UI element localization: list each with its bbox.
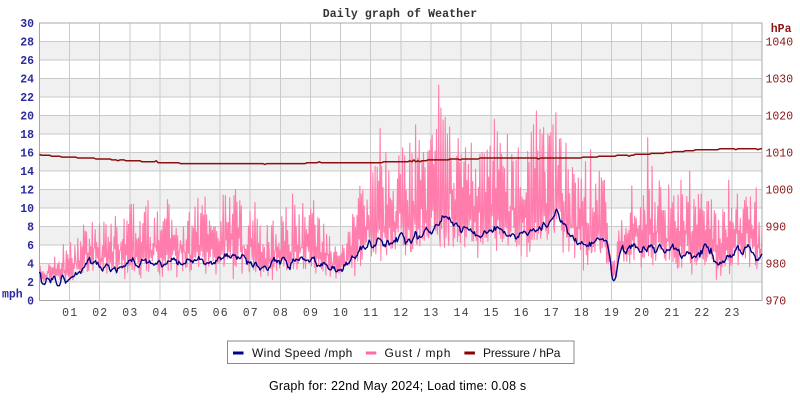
svg-text:18: 18 <box>574 307 590 320</box>
svg-text:30: 30 <box>20 18 34 31</box>
svg-text:22: 22 <box>20 92 34 105</box>
svg-text:06: 06 <box>213 307 229 320</box>
svg-text:12: 12 <box>393 307 409 320</box>
svg-text:23: 23 <box>724 307 740 320</box>
svg-text:01: 01 <box>62 307 78 320</box>
svg-text:28: 28 <box>20 37 34 50</box>
svg-text:07: 07 <box>243 307 259 320</box>
svg-text:02: 02 <box>92 307 108 320</box>
svg-text:24: 24 <box>20 74 34 87</box>
svg-text:16: 16 <box>20 148 34 161</box>
svg-text:1030: 1030 <box>766 74 794 87</box>
svg-text:1000: 1000 <box>766 185 794 198</box>
svg-text:970: 970 <box>766 296 787 309</box>
svg-text:05: 05 <box>182 307 198 320</box>
svg-text:4: 4 <box>27 259 34 272</box>
svg-text:03: 03 <box>122 307 138 320</box>
svg-text:20: 20 <box>634 307 650 320</box>
svg-text:Graph for: 22nd May 2024; Load: Graph for: 22nd May 2024; Load time: 0.0… <box>269 379 526 393</box>
svg-text:12: 12 <box>20 185 34 198</box>
svg-text:22: 22 <box>694 307 710 320</box>
svg-text:Pressure / hPa: Pressure / hPa <box>483 346 561 360</box>
svg-text:19: 19 <box>604 307 620 320</box>
svg-text:16: 16 <box>514 307 530 320</box>
svg-text:2: 2 <box>27 277 34 290</box>
svg-text:8: 8 <box>27 222 34 235</box>
svg-text:990: 990 <box>766 222 787 235</box>
svg-text:10: 10 <box>20 203 34 216</box>
svg-text:Wind Speed /mph: Wind Speed /mph <box>252 346 353 360</box>
svg-text:Daily graph of Weather: Daily graph of Weather <box>323 8 477 21</box>
svg-text:18: 18 <box>20 129 34 142</box>
svg-text:14: 14 <box>453 307 469 320</box>
svg-text:mph: mph <box>2 289 23 302</box>
svg-text:1040: 1040 <box>766 37 794 50</box>
svg-text:6: 6 <box>27 240 34 253</box>
svg-text:1020: 1020 <box>766 111 794 124</box>
svg-text:Gust / mph: Gust / mph <box>385 346 452 360</box>
svg-text:15: 15 <box>484 307 500 320</box>
svg-text:09: 09 <box>303 307 319 320</box>
svg-text:14: 14 <box>20 166 34 179</box>
svg-text:20: 20 <box>20 111 34 124</box>
svg-text:04: 04 <box>152 307 168 320</box>
svg-text:11: 11 <box>363 307 379 320</box>
svg-text:21: 21 <box>664 307 680 320</box>
svg-text:hPa: hPa <box>771 23 792 36</box>
svg-text:08: 08 <box>273 307 289 320</box>
svg-text:10: 10 <box>333 307 349 320</box>
svg-text:13: 13 <box>423 307 439 320</box>
svg-text:17: 17 <box>544 307 560 320</box>
svg-text:1010: 1010 <box>766 148 794 161</box>
svg-text:0: 0 <box>27 296 34 309</box>
svg-text:980: 980 <box>766 259 787 272</box>
svg-text:26: 26 <box>20 55 34 68</box>
